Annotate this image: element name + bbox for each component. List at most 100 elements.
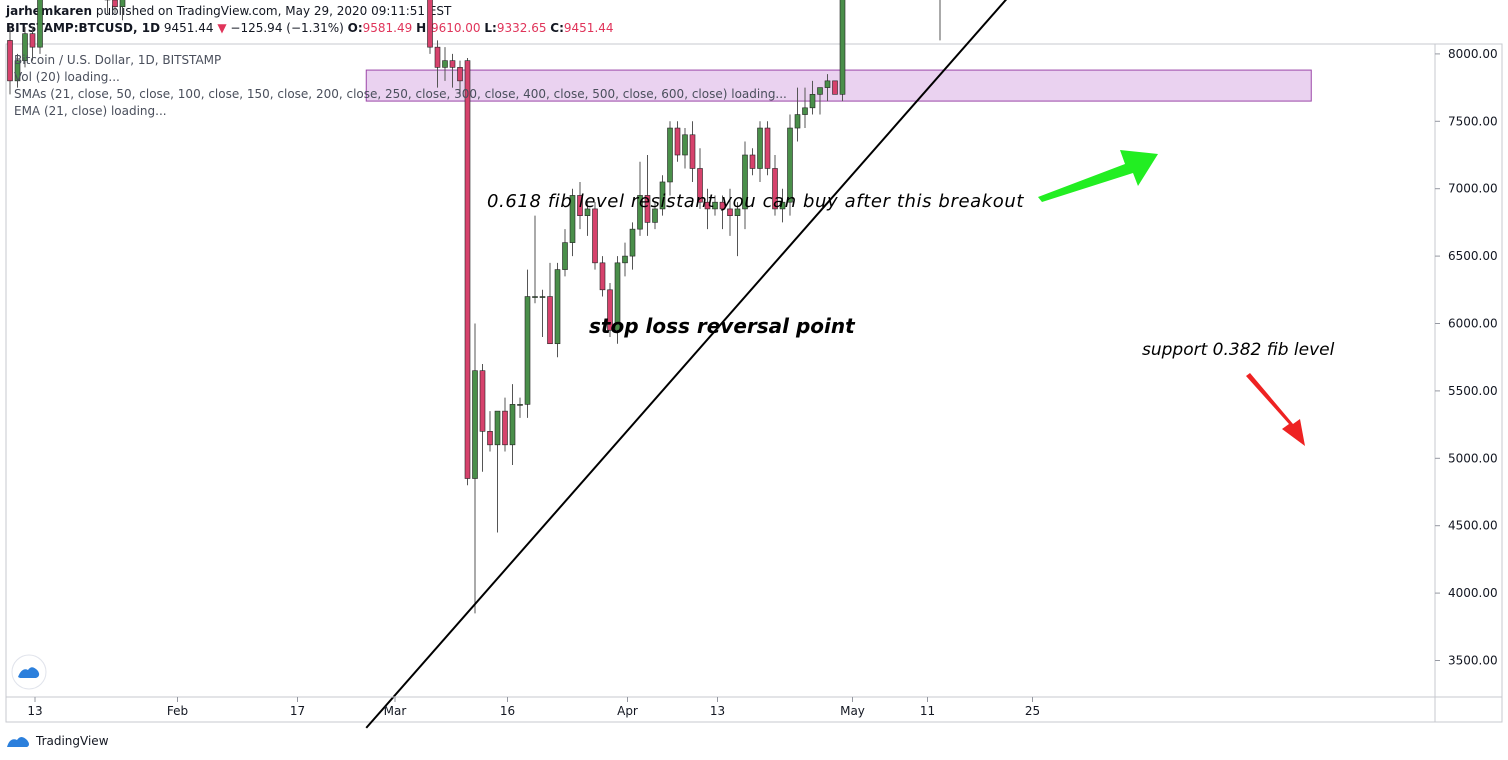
candle[interactable]	[719, 195, 726, 230]
candle[interactable]	[427, 0, 433, 54]
candle[interactable]	[938, 0, 943, 41]
y-tick-label: 3500.00	[1448, 654, 1498, 668]
candle[interactable]	[712, 195, 718, 216]
candle[interactable]	[764, 121, 771, 176]
candle[interactable]	[479, 363, 486, 472]
candle-body	[584, 208, 591, 216]
footer-brand[interactable]: TradingView	[6, 733, 109, 749]
candle[interactable]	[794, 87, 801, 142]
candle[interactable]	[674, 121, 681, 162]
annotation-text[interactable]: 0.618 fib level resistant you can buy af…	[487, 191, 1024, 212]
candle[interactable]	[614, 256, 621, 344]
candle-body	[37, 0, 43, 48]
candle[interactable]	[517, 397, 523, 418]
candle[interactable]	[524, 269, 531, 418]
candle[interactable]	[487, 411, 493, 452]
x-tick-label: 17	[290, 704, 305, 718]
candle[interactable]	[652, 202, 658, 230]
candle-body	[532, 296, 538, 298]
candle[interactable]	[697, 148, 703, 209]
candle-body	[599, 262, 606, 291]
candle[interactable]	[442, 47, 448, 81]
ascending-trendline[interactable]	[365, 0, 1154, 729]
candle[interactable]	[502, 397, 508, 452]
candle-body	[577, 195, 583, 216]
candle[interactable]	[599, 256, 606, 297]
candle-body	[112, 0, 118, 8]
candle[interactable]	[592, 202, 598, 270]
candle[interactable]	[824, 74, 831, 102]
candle[interactable]	[464, 57, 471, 486]
candle[interactable]	[689, 121, 696, 182]
candle[interactable]	[29, 26, 36, 61]
candle[interactable]	[532, 215, 538, 304]
candle[interactable]	[644, 155, 651, 236]
candle-body	[487, 431, 493, 446]
annotation-text[interactable]: stop loss reversal point	[589, 314, 856, 338]
candle[interactable]	[7, 26, 13, 95]
candle[interactable]	[457, 60, 463, 95]
candle[interactable]	[494, 410, 501, 533]
x-tick-label: 11	[920, 704, 935, 718]
candle-body	[839, 0, 846, 95]
candle[interactable]	[577, 181, 583, 230]
symbol-name: BITSTAMP:BTCUSD, 1D	[6, 21, 161, 35]
green-up-arrow-icon[interactable]	[1038, 150, 1158, 202]
candle[interactable]	[727, 188, 733, 236]
candle[interactable]	[37, 0, 43, 54]
candle[interactable]	[112, 0, 118, 14]
candle-body	[14, 60, 21, 82]
candle-body	[637, 195, 643, 230]
down-arrow-icon: ▼	[217, 21, 227, 35]
candle[interactable]	[667, 121, 673, 196]
candle[interactable]	[562, 229, 568, 277]
candle[interactable]	[104, 0, 111, 14]
candle[interactable]	[659, 175, 666, 216]
zone-support[interactable]	[365, 69, 1312, 102]
candle[interactable]	[787, 114, 793, 216]
candle[interactable]	[539, 289, 546, 337]
candle[interactable]	[629, 222, 636, 270]
candle[interactable]	[832, 80, 838, 95]
candle[interactable]	[584, 202, 591, 236]
candle-body	[727, 208, 733, 216]
candle[interactable]	[509, 384, 516, 466]
tradingview-watermark-icon[interactable]	[11, 654, 47, 690]
candle[interactable]	[757, 121, 763, 182]
candle-body	[569, 195, 576, 243]
candle[interactable]	[817, 87, 823, 115]
candle-body	[554, 269, 561, 345]
candle[interactable]	[802, 87, 808, 129]
candle[interactable]	[449, 53, 456, 88]
candle[interactable]	[434, 40, 441, 88]
candle[interactable]	[14, 53, 21, 88]
candle-body	[464, 60, 471, 479]
candle[interactable]	[704, 188, 711, 230]
candle[interactable]	[637, 161, 643, 236]
candle[interactable]	[569, 188, 576, 257]
candle[interactable]	[119, 0, 126, 21]
candle[interactable]	[742, 141, 748, 230]
candle[interactable]	[839, 0, 846, 102]
candle[interactable]	[772, 155, 778, 216]
candle[interactable]	[22, 26, 28, 68]
candle[interactable]	[779, 188, 786, 223]
candle-body	[794, 114, 801, 129]
candle[interactable]	[682, 128, 688, 169]
candle[interactable]	[622, 242, 628, 277]
open-label: O:	[347, 21, 363, 35]
candle[interactable]	[749, 148, 756, 176]
candle[interactable]	[734, 202, 741, 257]
candle[interactable]	[547, 262, 553, 345]
candle[interactable]	[472, 323, 478, 614]
annotation-text[interactable]: support 0.382 fib level	[1142, 340, 1335, 360]
y-tick-label: 5500.00	[1448, 384, 1498, 398]
candle[interactable]	[554, 262, 561, 358]
red-down-arrow-icon[interactable]	[1246, 373, 1305, 446]
tradingview-logo-icon	[7, 737, 29, 747]
candle-body	[442, 60, 448, 68]
author-name[interactable]: jarhemkaren	[6, 4, 92, 18]
candle[interactable]	[607, 283, 613, 337]
candle[interactable]	[809, 80, 816, 115]
